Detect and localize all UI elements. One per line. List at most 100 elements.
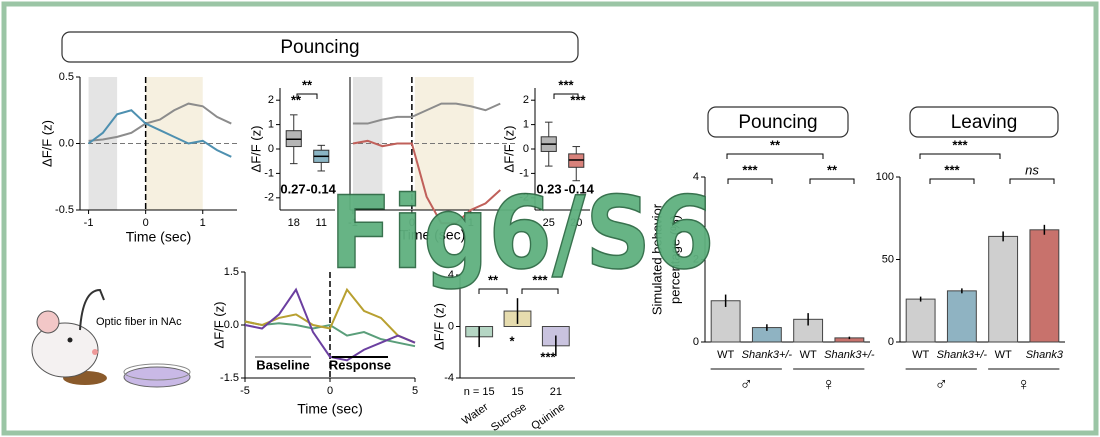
significance-bracket [1009,178,1055,184]
annotation: 0.27 [280,181,305,196]
significance-bracket [727,178,773,184]
panel-title: Pouncing [280,37,359,58]
y-tick-label: 4 [448,269,454,281]
x-tick-label: Shank3+/- [742,349,793,361]
annotation: *** [952,137,968,152]
series-line [87,109,232,158]
annotation: ** [827,162,838,177]
x-tick-label: 5 [412,385,418,397]
significance-bracket [553,93,579,99]
annotation: *** [570,92,586,107]
x-tick-label: WT [800,349,817,361]
y-tick-label: 2 [268,94,274,106]
n-label: n = 15 [464,386,495,398]
annotation: ns [1025,162,1039,177]
group-label: ♂ [935,374,949,394]
y-tick-label: 1 [523,119,529,131]
significance-bracket [809,178,855,184]
y-tick-label: 1 [268,119,274,131]
annotation: Baseline [256,357,309,372]
y-axis-label: ΔF/F (z) [211,302,226,349]
y-tick-label: -0.5 [55,204,74,216]
significance-bracket [929,178,975,184]
x-tick-label: 20 [570,217,582,229]
y-tick-label: -4 [444,372,454,384]
significance-bracket [296,93,318,99]
x-tick-label: WT [995,349,1012,361]
y-axis-label: ΔF/F (z) [39,120,54,167]
group-label: ♀ [1017,374,1031,394]
title-box [707,106,849,138]
x-tick-label: Shank3 [1026,349,1064,361]
x-tick-label: WT [912,349,929,361]
bar [905,298,936,343]
y-axis-label: percentage (%) [667,215,682,304]
x-tick-label: -5 [240,385,250,397]
annotation: ** [291,92,302,107]
y-tick-label: 0 [523,143,529,155]
n-label: 21 [550,386,562,398]
annotation: -0.14 [306,181,336,196]
significance-bracket [919,153,1001,159]
y-tick-label: 0.5 [59,71,74,83]
y-tick-label: 2 [523,94,529,106]
y-axis-label: ΔF/F (z) [248,126,263,173]
series-line [352,102,501,125]
annotation: * [509,333,515,348]
annotation: *** [540,349,556,364]
annotation: 0.23 [536,181,561,196]
annotation: -0.14 [564,181,594,196]
title-box [61,31,579,63]
y-tick-label: 2 [693,253,699,265]
y-axis-label: ΔF/F (z) [501,126,516,173]
y-tick-label: 0.0 [59,137,74,149]
annotation: *** [944,162,960,177]
annotation: ** [770,137,781,152]
x-tick-label: Shank3+/- [937,349,988,361]
y-tick-label: 0 [888,336,894,348]
x-axis-label: Time (sec) [126,229,192,245]
y-tick-label: 0 [693,336,699,348]
panel-title: Pouncing [738,112,817,133]
y-axis-label: Simulated behavior [649,203,664,315]
significance-bracket [478,288,508,294]
y-tick-label: 0 [268,143,274,155]
x-tick-label: 0 [327,385,333,397]
group-label: ♀ [822,374,836,394]
annotation: ** [488,272,499,287]
y-axis-label: ΔF/F (z) [431,303,446,350]
significance-bracket [726,153,824,159]
series-line [88,102,232,142]
significance-bracket [521,288,559,294]
mouse-illustration [31,288,191,388]
y-tick-label: 4 [693,171,699,183]
x-tick-label: 18 [288,217,300,229]
y-tick-label: -1 [264,167,274,179]
annotation: *** [558,77,574,92]
group-label: ♂ [740,374,754,394]
illustration-label: Optic fiber in NAc [96,316,182,328]
y-tick-label: 1.5 [224,266,239,278]
y-tick-label: 0 [448,320,454,332]
x-tick-label: 1 [200,217,206,229]
x-axis-label: Time (sec) [400,227,466,243]
x-tick-label: -1 [348,217,358,229]
bar [988,235,1019,343]
x-tick-label: 0 [409,217,415,229]
x-tick-label: 11 [316,217,327,229]
x-tick-label: -1 [84,217,94,229]
x-axis-label: Time (sec) [297,401,363,417]
y-tick-label: -1.5 [220,372,239,384]
panel-title: Leaving [951,112,1018,133]
y-tick-label: 50 [882,253,894,265]
bar [1029,229,1060,343]
x-tick-label: WT [717,349,734,361]
annotation: *** [742,162,758,177]
y-tick-label: 0.0 [224,319,239,331]
x-tick-label: 0 [143,217,149,229]
series-line [352,139,501,225]
overlay-label: Fig6/S6 [330,174,715,291]
